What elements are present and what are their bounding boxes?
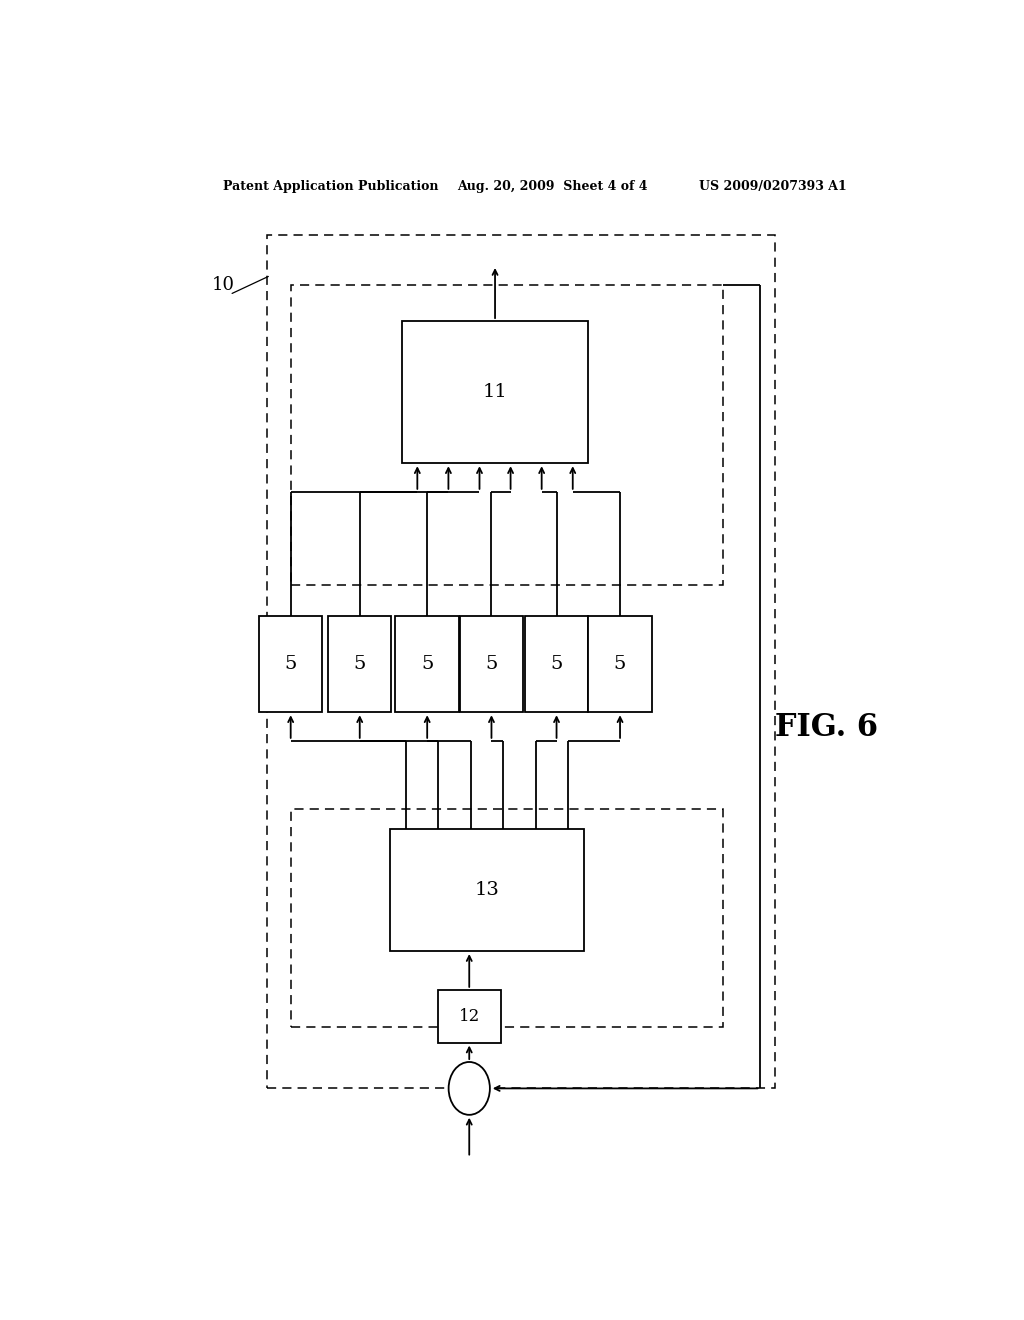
Text: 11: 11 <box>482 383 508 401</box>
Text: Aug. 20, 2009  Sheet 4 of 4: Aug. 20, 2009 Sheet 4 of 4 <box>458 181 648 193</box>
Text: Patent Application Publication: Patent Application Publication <box>223 181 438 193</box>
Bar <box>291 285 723 585</box>
Text: US 2009/0207393 A1: US 2009/0207393 A1 <box>699 181 847 193</box>
Bar <box>524 615 588 713</box>
Text: 12: 12 <box>459 1007 480 1024</box>
Text: 5: 5 <box>353 655 366 673</box>
Bar <box>460 615 523 713</box>
Text: 5: 5 <box>421 655 433 673</box>
Bar <box>291 809 723 1027</box>
Text: 5: 5 <box>485 655 498 673</box>
Bar <box>259 615 323 713</box>
Bar <box>401 321 588 463</box>
Bar <box>328 615 391 713</box>
Text: 10: 10 <box>211 276 234 294</box>
Text: 5: 5 <box>285 655 297 673</box>
Bar <box>437 990 501 1043</box>
Bar <box>395 615 459 713</box>
Bar <box>390 829 585 952</box>
Bar <box>588 615 651 713</box>
Bar <box>267 235 775 1089</box>
Text: 5: 5 <box>613 655 627 673</box>
Text: 5: 5 <box>550 655 563 673</box>
Text: 13: 13 <box>475 882 500 899</box>
Circle shape <box>449 1063 489 1115</box>
Text: FIG. 6: FIG. 6 <box>775 711 878 743</box>
